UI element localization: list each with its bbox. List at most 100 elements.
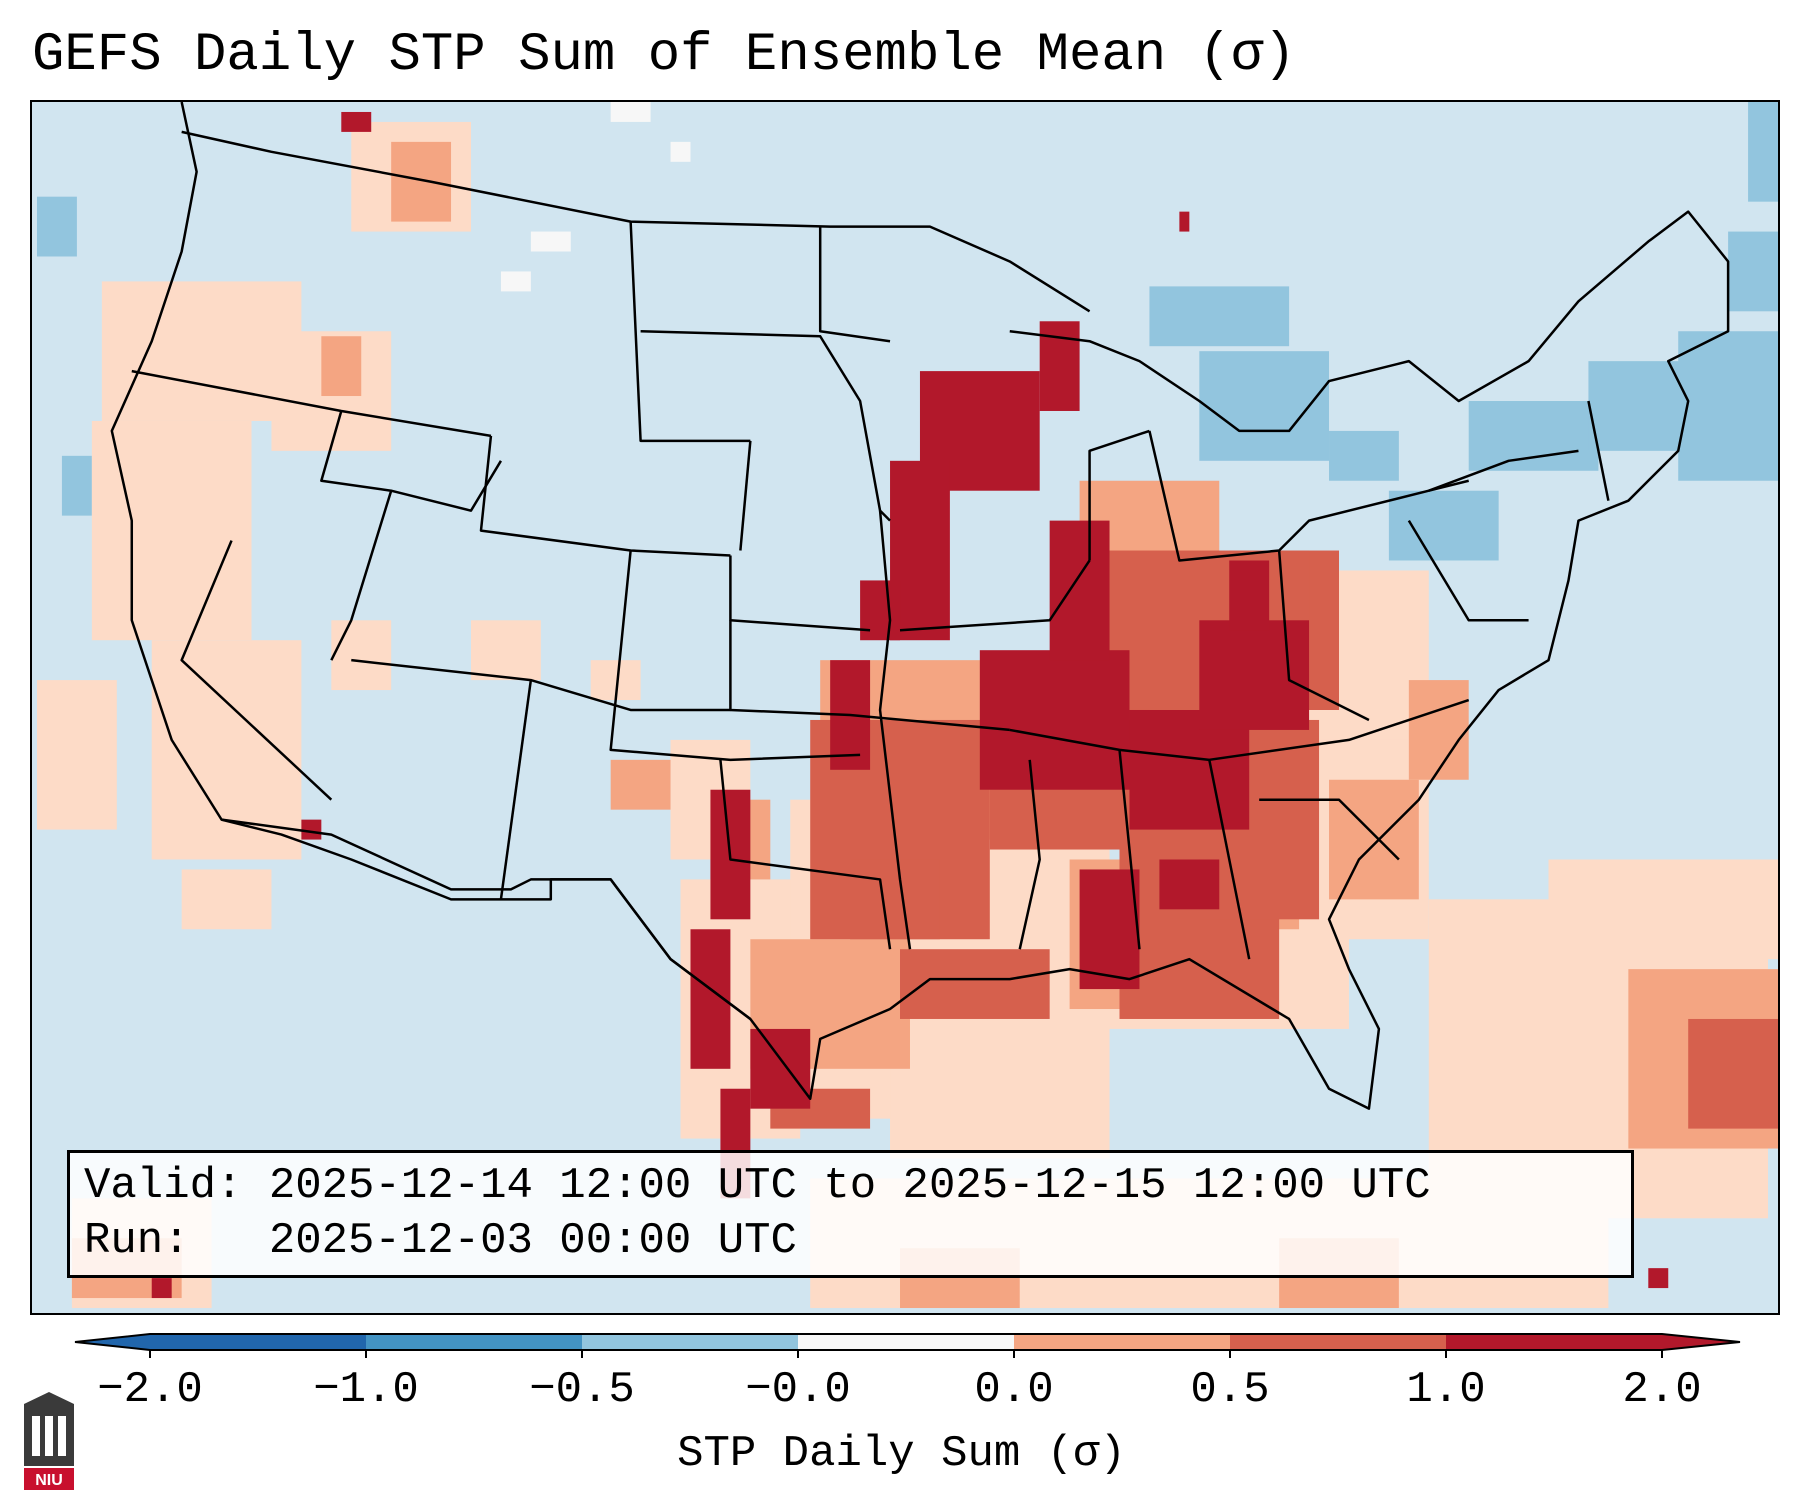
anomaly-cell (1329, 430, 1399, 481)
colorbar-segment (798, 1334, 1014, 1350)
us-outline (110, 102, 1730, 1110)
anomaly-cell (1388, 490, 1499, 561)
anomaly-cell (979, 650, 1130, 790)
colorbar-segment (150, 1334, 366, 1350)
colorbar-extend-low (75, 1334, 150, 1350)
anomaly-cell (1688, 1018, 1778, 1129)
anomaly-cell (1179, 211, 1190, 232)
state-line (1277, 550, 1370, 722)
valid-range: 2025-12-14 12:00 UTC to 2025-12-15 12:00… (268, 1161, 1431, 1211)
valid-run-info-box: Valid: 2025-12-14 12:00 UTC to 2025-12-1… (67, 1150, 1634, 1278)
anomaly-cell (470, 620, 541, 681)
anomaly-cell (1079, 869, 1140, 990)
state-line (1118, 749, 1141, 950)
colorbar-tick-label: −2.0 (97, 1365, 203, 1415)
anomaly-cell (1648, 1268, 1669, 1289)
state-line (729, 555, 871, 632)
anomaly-cell (750, 1028, 811, 1109)
anomaly-cell (610, 759, 671, 810)
run-label: Run: (84, 1216, 190, 1266)
anomaly-cell (890, 460, 950, 641)
political-borders (110, 102, 1730, 1110)
colorbar-segment (366, 1334, 582, 1350)
colorbar-tick-label: 0.0 (974, 1365, 1054, 1415)
canada-border (181, 130, 1091, 313)
colorbar-segment (1446, 1334, 1662, 1350)
anomaly-cell (36, 196, 77, 257)
anomaly-cell (101, 281, 302, 421)
anomaly-cell (670, 141, 691, 162)
anomaly-cell (321, 336, 362, 397)
colorbar-segment (1230, 1334, 1446, 1350)
anomaly-cells (36, 102, 1778, 1309)
anomaly-cell (301, 819, 322, 840)
anomaly-cell (1149, 286, 1290, 347)
state-line (479, 435, 731, 557)
state-line (739, 440, 752, 551)
anomaly-cell (1468, 401, 1599, 471)
map-panel (30, 100, 1780, 1315)
state-line (1208, 759, 1251, 960)
state-line (818, 226, 891, 343)
colorbar-tick-label: −0.5 (529, 1365, 635, 1415)
anomaly-cell (1329, 779, 1419, 900)
colorbar-tick-label: −1.0 (313, 1365, 419, 1415)
state-line (180, 540, 333, 801)
anomaly-cell (341, 111, 372, 132)
colorbar-extend-high (1662, 1334, 1740, 1350)
colorbar-label: STP Daily Sum (σ) (677, 1429, 1126, 1479)
colorbar-tick-label: 2.0 (1622, 1365, 1702, 1415)
anomaly-cell (391, 141, 452, 222)
valid-label: Valid: (84, 1161, 243, 1211)
state-line (1088, 429, 1150, 561)
state-line (899, 559, 1091, 632)
state-line (1018, 759, 1041, 950)
anomaly-cell (530, 231, 571, 252)
anomaly-cell (1748, 102, 1778, 202)
anomaly-cell (1548, 859, 1778, 960)
state-line (640, 329, 891, 522)
state-line (629, 221, 751, 443)
niu-building-icon: NIU (24, 1392, 74, 1490)
anomaly-cell (1199, 351, 1330, 461)
anomaly-cell (860, 580, 901, 641)
anomaly-cell (610, 102, 651, 122)
colorbar-tick-label: −0.0 (745, 1365, 851, 1415)
colorbar-tick-label: 1.0 (1406, 1365, 1486, 1415)
anomaly-cell (1678, 331, 1778, 481)
state-line (390, 460, 502, 512)
anomaly-cell (181, 869, 272, 930)
colorbar-tick-label: 0.5 (1190, 1365, 1270, 1415)
mexico-border (221, 818, 752, 1020)
map-title: GEFS Daily STP Sum of Ensemble Mean (σ) (32, 25, 1296, 86)
state-line (1259, 798, 1400, 861)
state-line (609, 550, 861, 762)
colorbar-segment (1014, 1334, 1230, 1350)
anomaly-cell (1199, 620, 1310, 730)
state-line (729, 620, 1010, 732)
logo-text: NIU (35, 1472, 63, 1489)
state-line (719, 759, 892, 950)
anomaly-cell (500, 271, 531, 292)
anomaly-cell (1049, 520, 1110, 661)
run-time: 2025-12-03 00:00 UTC (268, 1216, 797, 1266)
anomaly-cell (1229, 560, 1270, 631)
anomaly-cell (1728, 231, 1778, 312)
colorbar-segment (582, 1334, 798, 1350)
state-line (351, 658, 731, 712)
anomaly-cell (1408, 680, 1469, 780)
anomaly-cell (36, 680, 117, 830)
colorbar (74, 1333, 1741, 1358)
anomaly-cell (61, 455, 92, 516)
state-line (1428, 449, 1579, 492)
anomaly-cell (850, 859, 940, 940)
state-line (878, 510, 912, 950)
state-line (499, 679, 533, 900)
anomaly-cell (890, 999, 1110, 1159)
anomaly-cell (151, 1278, 172, 1299)
stp-field-map (36, 102, 1778, 1309)
anomaly-cell (331, 620, 392, 691)
state-line (1587, 400, 1610, 501)
anomaly-cell (1159, 859, 1220, 910)
state-line (1407, 519, 1529, 622)
